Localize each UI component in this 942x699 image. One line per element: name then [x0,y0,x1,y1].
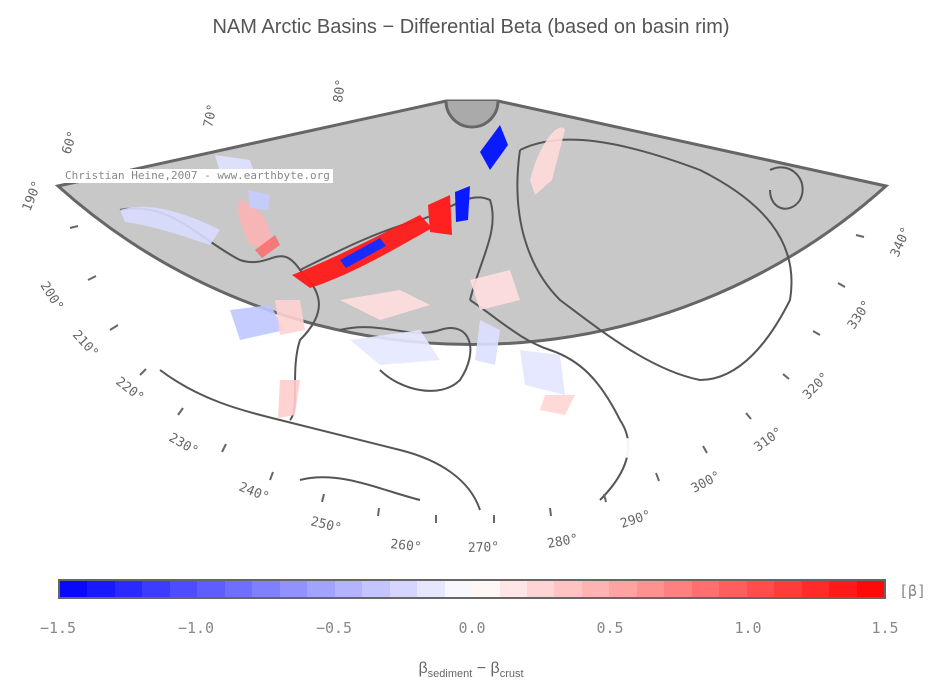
colorbar-segment [636,581,665,597]
lon-label-260: 260° [390,537,423,555]
lon-label-270: 270° [468,540,500,556]
beta-symbol: β [418,660,428,677]
colorbar-segment [581,581,610,597]
lon-label-310: 310° [752,425,786,456]
credit-label: Christian Heine,2007 - www.earthbyte.org [62,169,333,183]
lon-label-320: 320° [800,370,833,403]
lon-label-330: 330° [845,298,875,332]
colorbar-segment [444,581,473,597]
colorbar-segment [362,581,390,597]
lon-label-280: 280° [546,532,579,552]
pole-notch [444,100,500,129]
colorbar-segment [774,581,802,597]
graticule-ticks [69,225,865,523]
colorbar [58,579,886,599]
lon-label-80: 80° [331,78,349,103]
colorbar-segment [472,581,500,597]
colorbar-tick: −0.5 [315,619,353,637]
colorbar-formula: βsediment − βcrust [0,660,942,680]
lon-label-220: 220° [113,374,147,405]
colorbar-segment [609,581,637,597]
colorbar-segment [691,581,720,597]
lon-label-290: 290° [619,508,653,532]
colorbar-segment [856,581,885,597]
crust-subscript: crust [499,668,524,681]
colorbar-segment [829,581,857,597]
colorbar-tick: 1.0 [734,619,762,637]
colorbar-segment [197,581,225,597]
colorbar-segment [60,581,88,597]
colorbar-unit: [β] [899,582,927,600]
colorbar-segment [224,581,253,597]
colorbar-segment [417,581,445,597]
beta-anomalies [120,125,650,460]
sediment-subscript: sediment [427,668,473,681]
lon-label-70: 70° [201,103,221,129]
colorbar-tick: −1.0 [177,619,215,637]
colorbar-tick: −1.5 [39,619,77,637]
beta-symbol: β [490,660,500,677]
colorbar-segment [719,581,747,597]
colorbar-segment [664,581,692,597]
colorbar-segment [389,581,418,597]
coastlines [119,138,804,511]
colorbar-segment [114,581,143,597]
lon-label-250: 250° [309,514,343,536]
colorbar-tick: 0.5 [596,619,624,637]
minus-sign: − [472,660,491,677]
colorbar-segment [87,581,115,597]
colorbar-segment [307,581,335,597]
colorbar-segment [801,581,830,597]
lon-label-60: 60° [60,129,82,156]
colorbar-tick: 0.0 [458,619,486,637]
colorbar-segment [334,581,363,597]
lon-label-210: 210° [69,328,101,361]
colorbar-segment [526,581,555,597]
lon-label-230: 230° [166,430,201,459]
lon-label-240: 240° [237,480,272,506]
colorbar-segment [252,581,280,597]
colorbar-tick: 1.5 [871,619,899,637]
lon-label-340: 340° [888,225,914,260]
lon-label-190: 190° [20,179,46,214]
colorbar-segment [169,581,198,597]
colorbar-segment [279,581,308,597]
lon-label-300: 300° [689,469,724,497]
colorbar-segment [142,581,170,597]
colorbar-segment [746,581,775,597]
map-title: NAM Arctic Basins − Differential Beta (b… [212,16,730,38]
colorbar-segment [499,581,527,597]
lon-label-200: 200° [37,279,66,314]
colorbar-segment [554,581,582,597]
